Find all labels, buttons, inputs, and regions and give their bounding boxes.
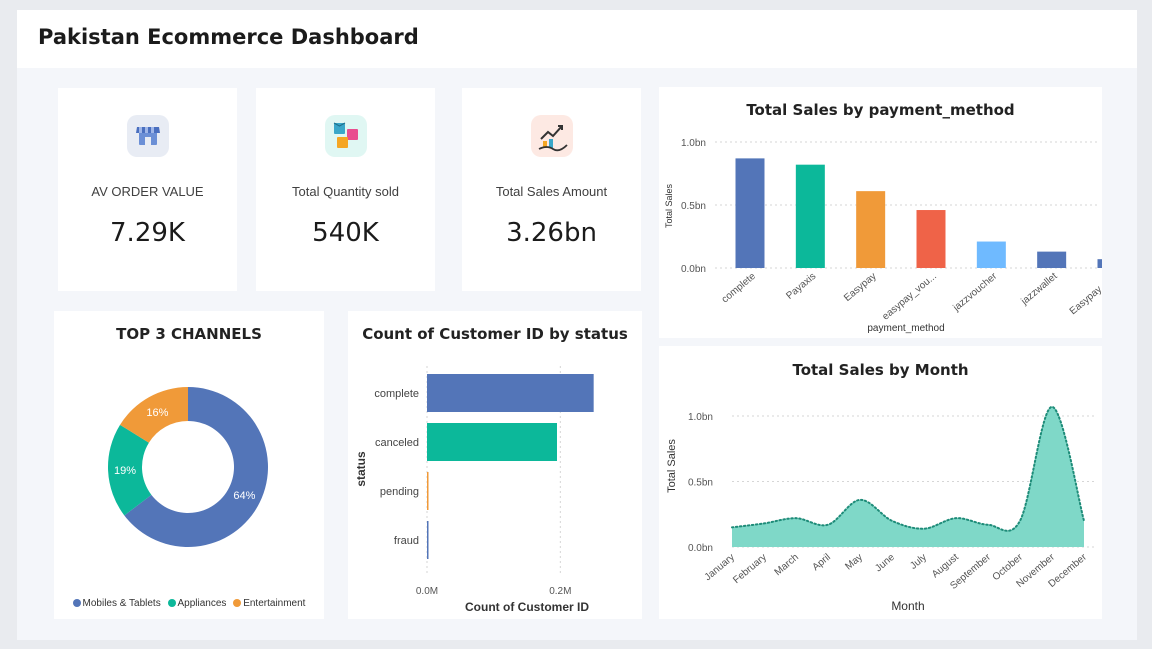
legend-item[interactable]: Entertainment [233, 598, 305, 609]
kpi-label: Total Sales Amount [495, 184, 608, 199]
y-axis-title: status [354, 451, 368, 487]
chart-legend: Mobiles & Tablets Appliances Entertainme… [54, 598, 324, 609]
payment-card[interactable]: Total Sales by payment_method 0.0bn 0.5bn… [659, 87, 1102, 338]
payment-bar-chart[interactable]: 0.0bn 0.5bn 1.0bn complete Payaxis Easypay eas… [659, 87, 1102, 338]
bar-canceled[interactable] [427, 423, 557, 461]
bar-Easypay_MA[interactable] [1097, 259, 1103, 268]
sales-hand-icon [530, 115, 573, 157]
kpi-card-total-quantity[interactable]: Total Quantity sold 540K [256, 88, 435, 291]
status-bar-chart[interactable]: 0.0M 0.2McompletecanceledpendingfraudCoun… [348, 311, 642, 619]
boxes-icon [324, 115, 367, 157]
x-axis-title: payment_method [867, 323, 944, 334]
chart-title: Total Sales by Month [792, 361, 969, 379]
donut-label: 19% [114, 465, 136, 477]
bar-Easypay[interactable] [856, 191, 886, 268]
y-axis-title: Total Sales [666, 439, 678, 493]
chart-title: TOP 3 CHANNELS [116, 325, 262, 343]
y-tick-label: complete [374, 388, 419, 400]
x-tick-label: April [811, 552, 833, 573]
kpi-value: 7.29K [110, 218, 185, 248]
bar-fraud[interactable] [427, 521, 429, 559]
area-fill[interactable] [732, 406, 1084, 547]
donut-slice-1[interactable] [108, 424, 152, 516]
y-tick-label: canceled [375, 437, 419, 449]
donut-label: 16% [146, 407, 168, 419]
bar-jazzwallet[interactable] [1037, 251, 1067, 268]
kpi-card-total-sales[interactable]: Total Sales Amount 3.26bn [462, 88, 641, 291]
donut-slice-2[interactable] [120, 387, 188, 443]
x-tick-label: February [731, 552, 769, 586]
page-title: Pakistan Ecommerce Dashboard [38, 25, 419, 49]
x-tick-label: Easypay [842, 271, 878, 304]
area-line[interactable] [731, 405, 1085, 532]
kpi-card-av-order-value[interactable]: AV ORDER VALUE 7.29K [58, 88, 237, 291]
store-icon [126, 115, 169, 157]
x-tick-label: Payaxis [784, 271, 818, 302]
bar-pending[interactable] [427, 472, 429, 510]
x-tick-label: March [773, 552, 801, 578]
y-tick-label: 0.0bn [688, 543, 713, 554]
x-tick-label: June [873, 552, 897, 575]
chart-title: Count of Customer ID by status [362, 325, 628, 343]
y-axis-title: Total Sales [664, 183, 674, 228]
bar-complete[interactable] [427, 374, 594, 412]
x-tick-label: easypay_vou... [880, 271, 939, 323]
x-tick-label: Easypay_MA [1068, 271, 1102, 318]
kpi-label: AV ORDER VALUE [91, 184, 204, 199]
chart-title: Total Sales by payment_method [746, 101, 1015, 119]
top-channels-card[interactable]: TOP 3 CHANNELS 64% 19% 16% Mobiles & Table… [54, 311, 324, 619]
x-tick-label: May [843, 552, 865, 573]
kpi-value: 540K [312, 218, 379, 248]
donut-chart[interactable]: 64% 19% 16% [54, 311, 324, 619]
donut-slice-0[interactable] [124, 387, 268, 547]
x-tick-label: jazzwallet [1019, 271, 1060, 308]
legend-swatch [167, 599, 176, 607]
legend-swatch [233, 599, 242, 607]
legend-label: Mobiles & Tablets [82, 598, 161, 609]
title-bar: Pakistan Ecommerce Dashboard [17, 10, 1137, 68]
status-card[interactable]: Count of Customer ID by status 0.0M 0.2M c… [348, 311, 642, 619]
bar-complete[interactable] [735, 158, 765, 268]
month-card[interactable]: Total Sales by Month 0.0bn 0.5bn 1.0bn Janu… [659, 346, 1102, 619]
bar-easypay_vou...[interactable] [916, 210, 946, 268]
x-tick-label: July [908, 552, 929, 572]
legend-swatch [72, 599, 81, 607]
y-tick-label: 0.0bn [681, 264, 706, 275]
legend-item[interactable]: Appliances [167, 598, 227, 609]
donut-label: 64% [233, 490, 255, 502]
y-tick-label: pending [380, 486, 419, 498]
legend-item[interactable]: Mobiles & Tablets [72, 598, 161, 609]
y-tick-label: 0.5bn [688, 478, 713, 489]
bar-Payaxis[interactable] [795, 164, 825, 268]
y-tick-label: 1.0bn [688, 412, 713, 423]
x-axis-title: Month [891, 599, 924, 613]
x-axis-title: Count of Customer ID [465, 600, 589, 614]
kpi-value: 3.26bn [506, 218, 597, 248]
bar-jazzvoucher[interactable] [976, 241, 1006, 268]
dashboard-canvas: Pakistan Ecommerce Dashboard AV ORDER VA… [17, 10, 1137, 640]
x-tick-label: jazzvoucher [951, 270, 1000, 314]
legend-label: Entertainment [243, 598, 306, 609]
kpi-label: Total Quantity sold [292, 184, 399, 199]
x-tick-label: complete [720, 271, 758, 306]
y-tick-label: 0.5bn [681, 201, 706, 212]
legend-label: Appliances [177, 598, 227, 609]
x-tick-label: 0.0M [416, 586, 438, 597]
y-tick-label: fraud [394, 535, 419, 547]
y-tick-label: 1.0bn [681, 138, 706, 149]
x-tick-label: 0.2M [549, 586, 571, 597]
